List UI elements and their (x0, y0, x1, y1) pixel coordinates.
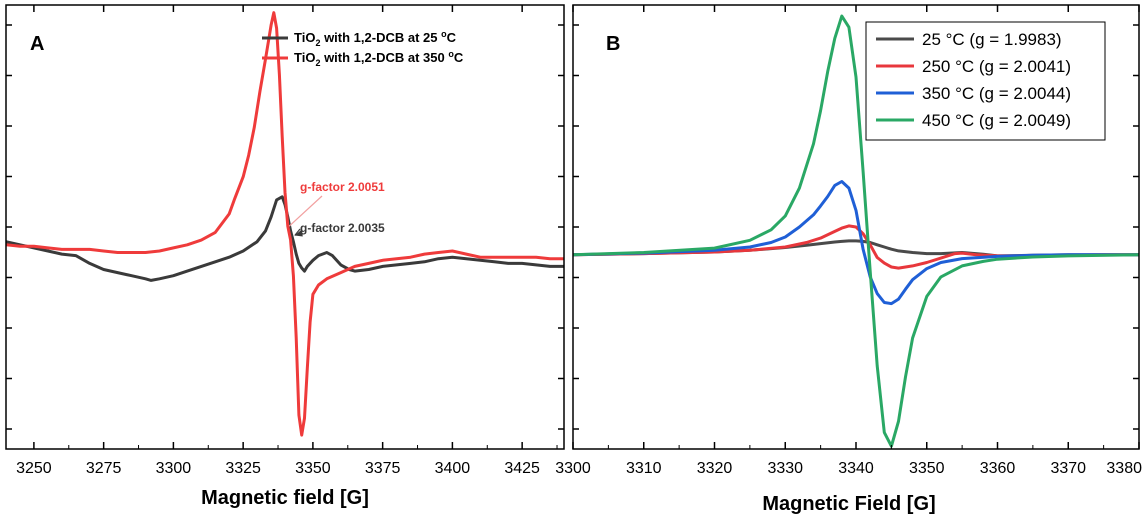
x-tick-label: 3330 (767, 460, 803, 477)
x-axis-title: Magnetic field [G] (201, 487, 369, 509)
x-axis-title: Magnetic Field [G] (762, 493, 935, 515)
series-line-4 (573, 14, 1139, 448)
series-line-2 (6, 11, 564, 437)
x-tick-label: 3380 (1106, 460, 1142, 477)
legend-entry: TiO2 with 1,2-DCB at 25 oC (294, 29, 457, 48)
x-tick-label: 3250 (16, 460, 52, 477)
panel-b: 3300 3310 3320 3330 3340 3350 3360 3370 3380 Magn… (555, 4, 1142, 515)
legend-entry: 250 °C (g = 2.0041) (922, 57, 1071, 76)
panel-a: 3250 3275 3300 3325 3350 3375 3400 3425 Magnetic… (5, 4, 565, 509)
x-tick-label: 3275 (86, 460, 122, 477)
x-tick-label: 3340 (838, 460, 874, 477)
panel-label: A (30, 33, 44, 55)
x-tick-label: 3350 (295, 460, 331, 477)
series-line-1 (6, 195, 564, 282)
x-tick-label: 3300 (555, 460, 591, 477)
panel-label: B (606, 33, 620, 55)
x-tick-label: 3325 (225, 460, 261, 477)
legend-entry: 25 °C (g = 1.9983) (922, 30, 1062, 49)
x-tick-label: 3350 (909, 460, 945, 477)
x-tick-label: 3360 (980, 460, 1016, 477)
series-line-2 (573, 224, 1139, 270)
annotation-g-factor-gray: g-factor 2.0035 (300, 221, 385, 235)
x-tick-label: 3425 (504, 460, 540, 477)
annotation-pointer-gray (294, 228, 301, 236)
x-tick-label: 3370 (1050, 460, 1086, 477)
legend-entry: 350 °C (g = 2.0044) (922, 84, 1071, 103)
annotation-arrowhead (294, 229, 303, 237)
series-line-3 (573, 180, 1139, 306)
annotation-g-factor-red: g-factor 2.0051 (300, 180, 385, 194)
plot-frame (5, 4, 565, 450)
annotation-pointer-red (288, 195, 323, 227)
legend-entry: 450 °C (g = 2.0049) (922, 111, 1071, 130)
x-tick-label: 3375 (365, 460, 401, 477)
x-tick-label: 3400 (435, 460, 471, 477)
x-tick-label: 3310 (626, 460, 662, 477)
legend-entry: TiO2 with 1,2-DCB at 350 oC (294, 49, 464, 68)
x-tick-label: 3320 (697, 460, 733, 477)
x-tick-label: 3300 (156, 460, 192, 477)
